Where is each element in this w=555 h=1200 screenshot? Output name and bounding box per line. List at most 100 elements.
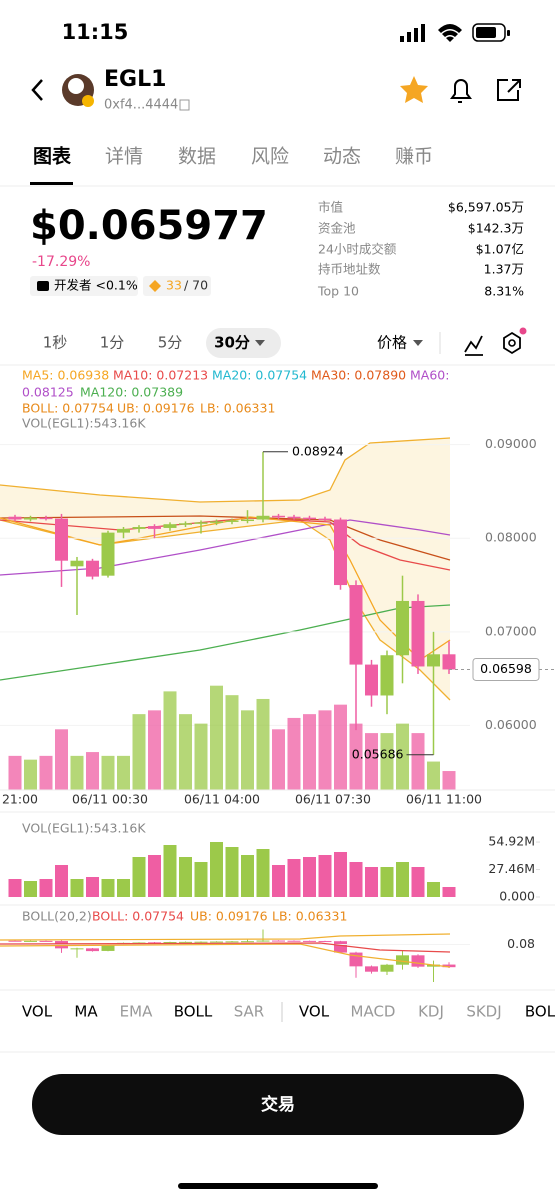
volume-bar [411,733,425,790]
candle-body [163,524,177,528]
back-button[interactable] [31,79,43,101]
candle-body [442,654,456,670]
volume-bar [349,862,363,897]
ub: UB: 0.09176 [190,909,268,924]
indicator-tab[interactable]: MA [74,1003,98,1021]
volume-bar [287,717,301,790]
volume-bar [365,733,378,790]
volume-bar [396,862,409,897]
volume-bar [256,849,270,897]
candle-body [272,515,285,518]
indicator-tab[interactable]: MACD [351,1003,396,1021]
vol-legend: VOL(EGL1):543.16K [22,416,146,431]
volume-bar [163,691,177,790]
indicator-tab[interactable]: EMA [120,1003,153,1021]
indicator-tab[interactable]: BOLL [174,1003,213,1021]
interval[interactable]: 5分 [158,334,183,352]
settings-icon[interactable] [503,327,527,355]
status-icons [400,23,510,42]
volume-bar [272,729,285,790]
ma20: MA20: 0.07754 [212,368,307,383]
boll-tick-label: 0.08 [507,936,535,951]
indicator-tab[interactable]: VOL [299,1003,330,1021]
interval[interactable]: 1分 [100,334,125,352]
interval[interactable]: 30分 [214,334,250,352]
trade-button-label[interactable]: 交易 [261,1094,295,1115]
tab[interactable]: 动态 [323,146,361,168]
volume-bar [179,857,192,897]
indicator-tab[interactable]: KDJ [418,1003,444,1021]
price-tick-label: 0.06000 [485,717,537,732]
price-tick-label: 0.09000 [485,436,537,451]
stat-value: $142.3万 [468,221,524,236]
indicator-tab[interactable]: BOL [525,1003,555,1021]
high-label: 0.08924 [292,443,344,458]
volume-bar [365,867,378,897]
volume-bar [225,847,239,897]
volume-bar [24,881,37,897]
score-badge [143,276,211,296]
dev-icon [37,281,49,291]
volume-bar [194,862,208,897]
mini-candle-body [272,940,285,942]
volume-bar [396,723,409,790]
indicator-tab[interactable]: VOL [22,1003,53,1021]
share-icon[interactable] [497,79,521,101]
mini-candle-body [411,955,425,967]
volume-bar [334,704,347,790]
candle-body [132,527,146,529]
volume-bar [117,755,130,790]
ma30: MA30: 0.07890 [311,368,406,383]
candle-body [427,654,440,667]
low-label: 0.05686 [352,746,404,761]
candle-body [303,517,316,520]
tab[interactable]: 详情 [105,146,143,168]
mini-candle-body [365,966,378,972]
tab[interactable]: 图表 [33,145,72,168]
volume-bar [55,865,68,897]
price-mode[interactable]: 价格 [377,334,407,352]
tab[interactable]: 赚币 [395,146,433,168]
ma60-value: 0.08125 [22,385,74,400]
volume-bar [349,723,363,790]
mini-candle-body [24,940,37,942]
mini-candle-body [442,964,456,968]
volume-bar [148,710,161,790]
candle-body [101,532,115,576]
volume-bar [442,771,456,790]
mini-candle-body [287,940,301,942]
candle-body [365,664,378,696]
volume-bar [303,714,316,790]
trade-button[interactable] [32,1074,524,1135]
mini-candle-body [241,941,254,943]
copy-icon[interactable] [179,99,190,111]
stat-value: 8.31% [484,284,524,299]
candle-body [194,522,208,524]
volume-bar [272,865,285,897]
tab[interactable]: 数据 [178,146,216,168]
dev-badge [30,276,138,296]
indicator-tab[interactable]: SAR [234,1003,264,1021]
volume-bar [241,710,254,790]
favorite-star[interactable] [400,76,428,103]
active-tab-underline [30,182,73,185]
tab[interactable]: 风险 [251,146,289,168]
home-indicator [178,1183,378,1189]
stat-value: $6,597.05万 [448,200,524,215]
ma120: MA120: 0.07389 [80,385,183,400]
vol-tick-label: 27.46M [488,861,535,876]
interval[interactable]: 1秒 [43,334,68,352]
volume-bar [210,842,223,897]
volume-bar [380,867,394,897]
indicator-tab[interactable]: SKDJ [466,1003,501,1021]
ma5: MA5: 0.06938 [22,368,109,383]
alert-bell[interactable] [450,79,472,103]
volume-bar [225,695,239,790]
volume-bar [39,755,53,790]
indicator-icon[interactable] [464,335,483,356]
candle-body [210,521,223,523]
dev-share: 开发者 <0.1% [54,278,138,293]
volume-bar [70,755,84,790]
time-label: 06/11 04:00 [184,792,260,807]
